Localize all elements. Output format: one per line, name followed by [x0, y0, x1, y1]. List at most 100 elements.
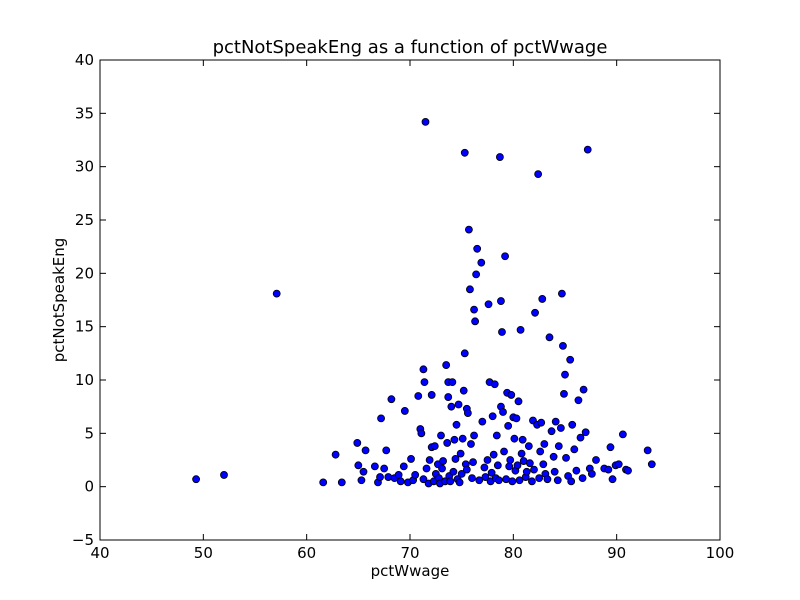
data-point — [583, 145, 592, 154]
data-point — [513, 461, 522, 470]
data-point — [498, 328, 506, 336]
data-point — [568, 420, 577, 429]
data-point — [353, 439, 362, 447]
y-tick-label: −5 — [72, 531, 94, 549]
data-point — [514, 397, 523, 406]
data-point — [357, 476, 366, 485]
data-point — [504, 421, 513, 430]
data-point — [467, 440, 475, 448]
data-point — [522, 467, 531, 476]
data-point — [422, 464, 431, 473]
x-tick-label: 80 — [504, 544, 523, 562]
data-point — [553, 476, 562, 485]
data-point — [570, 445, 579, 454]
data-point — [359, 467, 368, 476]
data-point — [574, 396, 583, 405]
data-point — [480, 463, 489, 472]
data-point — [400, 407, 409, 415]
data-point — [624, 466, 632, 475]
data-point — [531, 308, 539, 317]
data-point — [508, 477, 517, 486]
data-point — [543, 475, 552, 484]
data-point — [460, 148, 469, 157]
x-tick-label: 60 — [297, 544, 316, 562]
data-point — [525, 459, 534, 468]
data-point — [460, 349, 469, 358]
x-tick-label: 50 — [194, 544, 213, 562]
y-axis-label: pctNotSpeakEng — [50, 238, 68, 363]
x-tick-label: 90 — [607, 544, 626, 562]
y-tick-label: 10 — [75, 371, 94, 389]
data-point — [419, 475, 428, 484]
data-point — [421, 117, 430, 126]
data-point — [518, 435, 527, 444]
y-tick-label: 40 — [75, 51, 94, 69]
data-point — [447, 402, 456, 411]
data-point — [380, 464, 389, 473]
data-point — [220, 471, 228, 479]
data-point — [481, 473, 490, 481]
data-point — [446, 477, 455, 486]
data-point — [399, 462, 408, 471]
data-point — [420, 378, 429, 387]
data-point — [550, 467, 559, 476]
data-point — [394, 471, 403, 479]
data-point — [535, 474, 544, 483]
data-point — [500, 447, 508, 456]
data-point — [417, 429, 426, 438]
data-point — [497, 297, 505, 305]
y-tick-label: 30 — [75, 158, 94, 176]
data-point — [471, 317, 480, 326]
data-point — [490, 380, 499, 389]
data-point — [559, 341, 567, 350]
data-point — [477, 258, 486, 267]
data-point — [473, 244, 482, 253]
data-point — [444, 393, 453, 401]
data-point — [192, 475, 201, 484]
data-point — [396, 477, 405, 486]
data-point — [487, 468, 496, 477]
data-point — [464, 225, 473, 234]
data-point — [466, 285, 474, 294]
data-point — [319, 478, 328, 487]
data-point — [572, 466, 581, 475]
data-point — [578, 474, 587, 483]
data-point — [272, 289, 281, 298]
data-point — [382, 446, 391, 455]
x-axis-label: pctWwage — [371, 562, 450, 580]
data-point — [510, 434, 519, 443]
data-point — [587, 469, 596, 478]
y-tick-label: 0 — [84, 478, 94, 496]
data-point — [545, 333, 554, 342]
data-point — [524, 442, 533, 451]
y-tick-label: 20 — [75, 264, 94, 282]
data-point — [492, 431, 501, 440]
data-point — [427, 391, 436, 399]
x-tick-label: 100 — [706, 544, 735, 562]
y-tick-label: 35 — [75, 104, 94, 122]
data-point — [576, 433, 585, 442]
data-point — [456, 449, 465, 458]
data-point — [614, 460, 623, 469]
data-point — [457, 469, 466, 478]
data-point — [331, 450, 340, 459]
data-point — [562, 453, 570, 462]
data-point — [451, 455, 460, 463]
data-point — [472, 270, 481, 279]
data-point — [459, 386, 468, 395]
x-tick-label: 40 — [90, 544, 109, 562]
data-point — [556, 424, 565, 432]
data-point — [407, 455, 415, 463]
data-point — [443, 439, 452, 447]
data-point — [507, 391, 516, 399]
data-point — [468, 474, 476, 483]
data-point — [430, 442, 439, 451]
data-point — [581, 428, 590, 437]
data-point — [495, 153, 504, 161]
data-point — [411, 471, 420, 479]
data-point — [463, 409, 472, 417]
data-point — [458, 434, 467, 443]
data-point — [489, 450, 498, 459]
data-point — [449, 467, 458, 476]
data-point — [539, 460, 548, 469]
